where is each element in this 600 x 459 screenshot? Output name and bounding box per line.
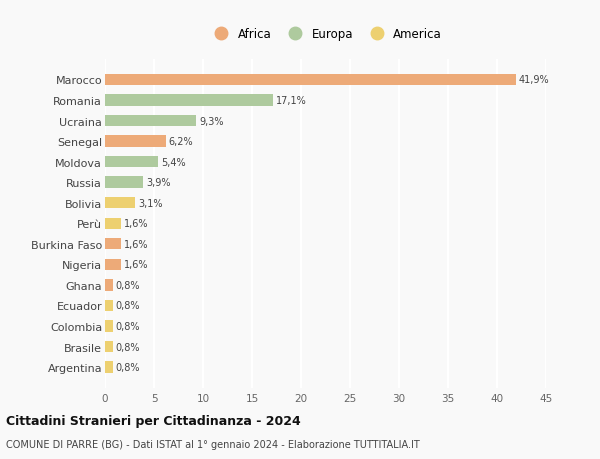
Bar <box>105 280 113 291</box>
Bar <box>105 116 196 127</box>
Bar <box>105 157 158 168</box>
Text: 0,8%: 0,8% <box>116 321 140 331</box>
Text: 17,1%: 17,1% <box>275 96 306 106</box>
Text: 1,6%: 1,6% <box>124 239 148 249</box>
Text: 9,3%: 9,3% <box>199 116 224 126</box>
Text: 41,9%: 41,9% <box>518 75 549 85</box>
Text: Cittadini Stranieri per Cittadinanza - 2024: Cittadini Stranieri per Cittadinanza - 2… <box>6 414 301 428</box>
Bar <box>105 218 121 230</box>
Text: 0,8%: 0,8% <box>116 342 140 352</box>
Bar <box>105 177 143 188</box>
Bar <box>105 136 166 147</box>
Text: 0,8%: 0,8% <box>116 301 140 311</box>
Text: 6,2%: 6,2% <box>169 137 193 147</box>
Bar <box>105 362 113 373</box>
Bar <box>105 259 121 270</box>
Bar <box>105 300 113 311</box>
Text: 3,9%: 3,9% <box>146 178 170 188</box>
Text: 3,1%: 3,1% <box>139 198 163 208</box>
Bar <box>105 321 113 332</box>
Text: 0,8%: 0,8% <box>116 280 140 290</box>
Bar <box>105 75 515 86</box>
Text: 1,6%: 1,6% <box>124 260 148 270</box>
Bar <box>105 198 136 209</box>
Bar <box>105 239 121 250</box>
Legend: Africa, Europa, America: Africa, Europa, America <box>205 23 446 45</box>
Bar <box>105 95 272 106</box>
Bar <box>105 341 113 353</box>
Text: COMUNE DI PARRE (BG) - Dati ISTAT al 1° gennaio 2024 - Elaborazione TUTTITALIA.I: COMUNE DI PARRE (BG) - Dati ISTAT al 1° … <box>6 440 420 449</box>
Text: 0,8%: 0,8% <box>116 362 140 372</box>
Text: 1,6%: 1,6% <box>124 219 148 229</box>
Text: 5,4%: 5,4% <box>161 157 185 167</box>
